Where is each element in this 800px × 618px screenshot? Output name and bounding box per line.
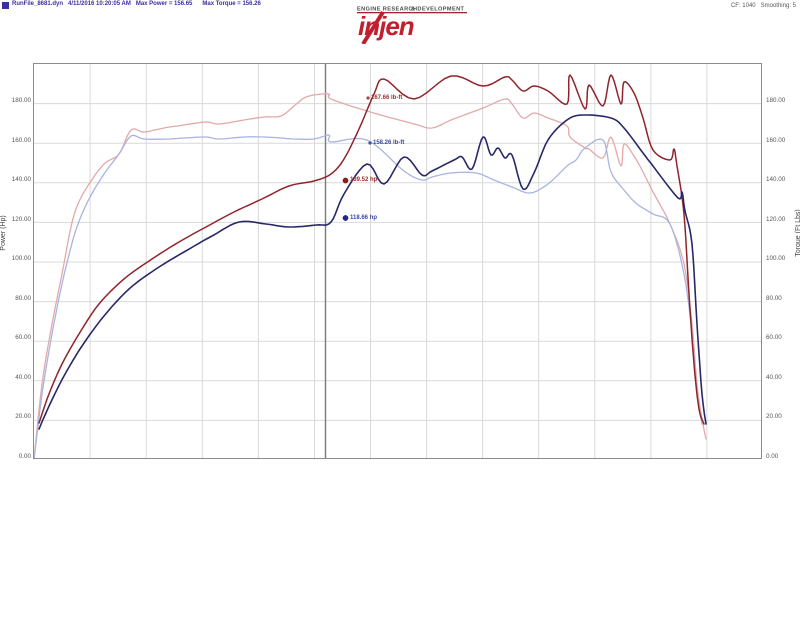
svg-text:& DEVELOPMENT: & DEVELOPMENT	[411, 7, 465, 13]
